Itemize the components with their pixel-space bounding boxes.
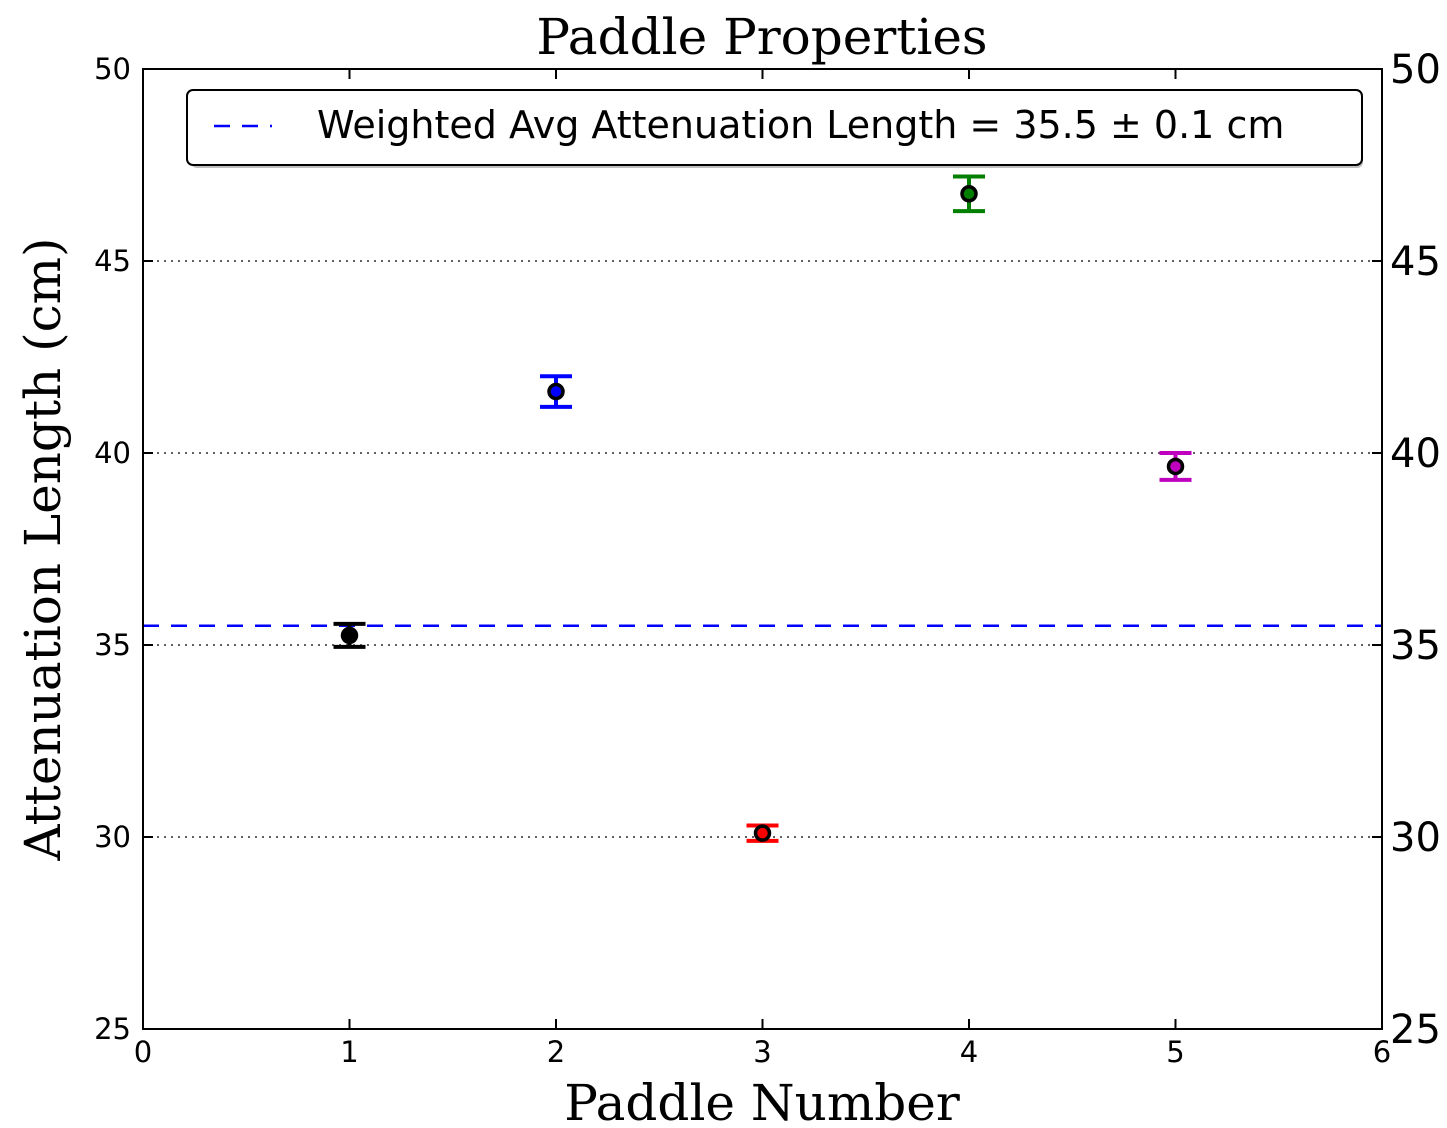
- point-marker: [547, 382, 565, 401]
- point-marker: [960, 185, 978, 203]
- y-tick-label-left: 45: [94, 244, 131, 278]
- y-tick-label-right: 35: [1390, 623, 1441, 669]
- y-tick-label-right: 45: [1390, 239, 1441, 285]
- y-tick-label-left: 25: [94, 1012, 131, 1046]
- y-tick-label-right: 40: [1390, 431, 1441, 477]
- point-marker: [753, 824, 772, 842]
- x-tick-label: 3: [753, 1035, 771, 1069]
- x-tick-label: 0: [134, 1035, 152, 1069]
- data-points: [333, 174, 1192, 843]
- x-tick-label: 4: [960, 1035, 978, 1069]
- x-tick-label: 5: [1166, 1035, 1184, 1069]
- x-tick-label: 2: [547, 1035, 565, 1069]
- y-tick-label-right: 25: [1390, 1007, 1441, 1053]
- axes-frame: [142, 68, 1383, 1030]
- y-tick-label-left: 30: [94, 820, 131, 854]
- y-tick-label-left: 50: [94, 52, 131, 86]
- y-tick-label-left: 40: [94, 436, 131, 470]
- y-tick-label-right: 50: [1390, 47, 1441, 93]
- x-tick-label: 6: [1373, 1035, 1391, 1069]
- grid-lines: [143, 260, 1382, 838]
- legend: Weighted Avg Attenuation Length = 35.5 ±…: [186, 89, 1363, 168]
- data-point: [953, 174, 985, 214]
- y-tick-label-left: 35: [94, 628, 131, 662]
- y-tick-label-right: 30: [1390, 815, 1441, 861]
- point-marker: [1166, 457, 1185, 476]
- data-point: [746, 823, 779, 843]
- chart-title: Paddle Properties: [536, 8, 987, 66]
- x-tick-label: 1: [340, 1035, 358, 1069]
- legend-label: Weighted Avg Attenuation Length = 35.5 ±…: [317, 103, 1284, 147]
- point-marker: [340, 626, 359, 645]
- y-axis-label: Attenuation Length (cm): [14, 237, 72, 861]
- data-point: [1159, 451, 1192, 482]
- x-axis-label: Paddle Number: [564, 1074, 960, 1128]
- data-point: [540, 374, 572, 409]
- data-point: [333, 621, 366, 649]
